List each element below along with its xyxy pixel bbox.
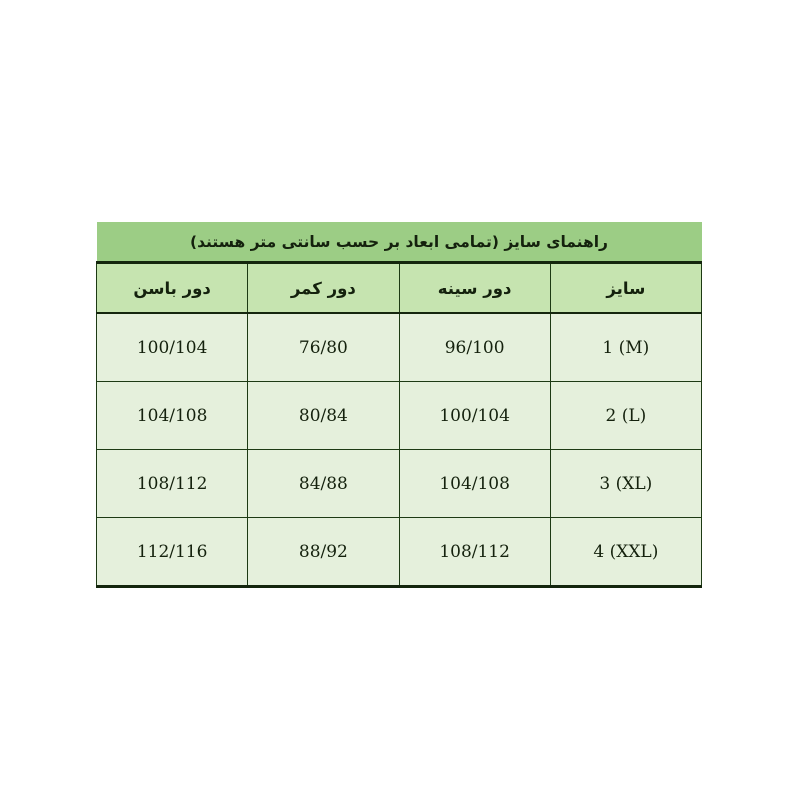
cell-chest: 104/108 — [398, 449, 551, 518]
table-header-row: سایز دور سینه دور کمر دور باسن — [95, 262, 703, 314]
cell-hip: 100/104 — [95, 312, 249, 382]
cell-hip-value: 104/108 — [136, 405, 208, 426]
cell-size: 1 (M) — [549, 312, 703, 382]
cell-hip: 112/116 — [95, 517, 249, 588]
cell-hip-value: 112/116 — [136, 541, 208, 562]
table-row: 1 (M) 96/100 76/80 100/104 — [95, 312, 703, 382]
size-guide-container: راهنمای سایز (تمامی ابعاد بر حسب سانتی م… — [95, 222, 703, 588]
cell-waist: 84/88 — [247, 449, 400, 518]
cell-waist: 80/84 — [247, 381, 400, 450]
table-row: 2 (L) 100/104 80/84 104/108 — [95, 381, 703, 450]
cell-size: 2 (L) — [549, 381, 703, 450]
cell-size: 4 (XXL) — [549, 517, 703, 588]
cell-waist-value: 80/84 — [298, 405, 348, 426]
cell-size-value: 1 (M) — [602, 337, 650, 358]
table-title-row: راهنمای سایز (تمامی ابعاد بر حسب سانتی م… — [96, 222, 702, 264]
cell-size-value: 3 (XL) — [599, 473, 653, 494]
column-header-hip: دور باسن — [95, 262, 249, 314]
cell-waist: 76/80 — [247, 312, 400, 382]
cell-chest: 108/112 — [398, 517, 551, 588]
cell-waist-value: 88/92 — [298, 541, 348, 562]
cell-chest-value: 108/112 — [439, 541, 510, 562]
cell-waist: 88/92 — [247, 517, 400, 588]
cell-size-value: 2 (L) — [605, 405, 647, 426]
cell-chest-value: 104/108 — [439, 473, 510, 494]
cell-hip-value: 108/112 — [136, 473, 208, 494]
cell-size-value: 4 (XXL) — [593, 541, 659, 562]
column-header-chest: دور سینه — [398, 262, 551, 314]
column-header-size: سایز — [549, 262, 703, 314]
cell-waist-value: 76/80 — [298, 337, 348, 358]
cell-size: 3 (XL) — [549, 449, 703, 518]
table-row: 3 (XL) 104/108 84/88 108/112 — [95, 449, 703, 518]
cell-chest: 100/104 — [398, 381, 551, 450]
cell-waist-value: 84/88 — [298, 473, 348, 494]
cell-chest: 96/100 — [398, 312, 551, 382]
size-guide-title: راهنمای سایز (تمامی ابعاد بر حسب سانتی م… — [96, 222, 702, 264]
size-guide-table: راهنمای سایز (تمامی ابعاد بر حسب سانتی م… — [95, 222, 703, 588]
cell-hip-value: 100/104 — [136, 337, 208, 358]
column-header-waist: دور کمر — [247, 262, 400, 314]
cell-hip: 104/108 — [95, 381, 249, 450]
cell-chest-value: 100/104 — [439, 405, 510, 426]
cell-hip: 108/112 — [95, 449, 249, 518]
cell-chest-value: 96/100 — [444, 337, 505, 358]
table-row: 4 (XXL) 108/112 88/92 112/116 — [95, 517, 703, 588]
